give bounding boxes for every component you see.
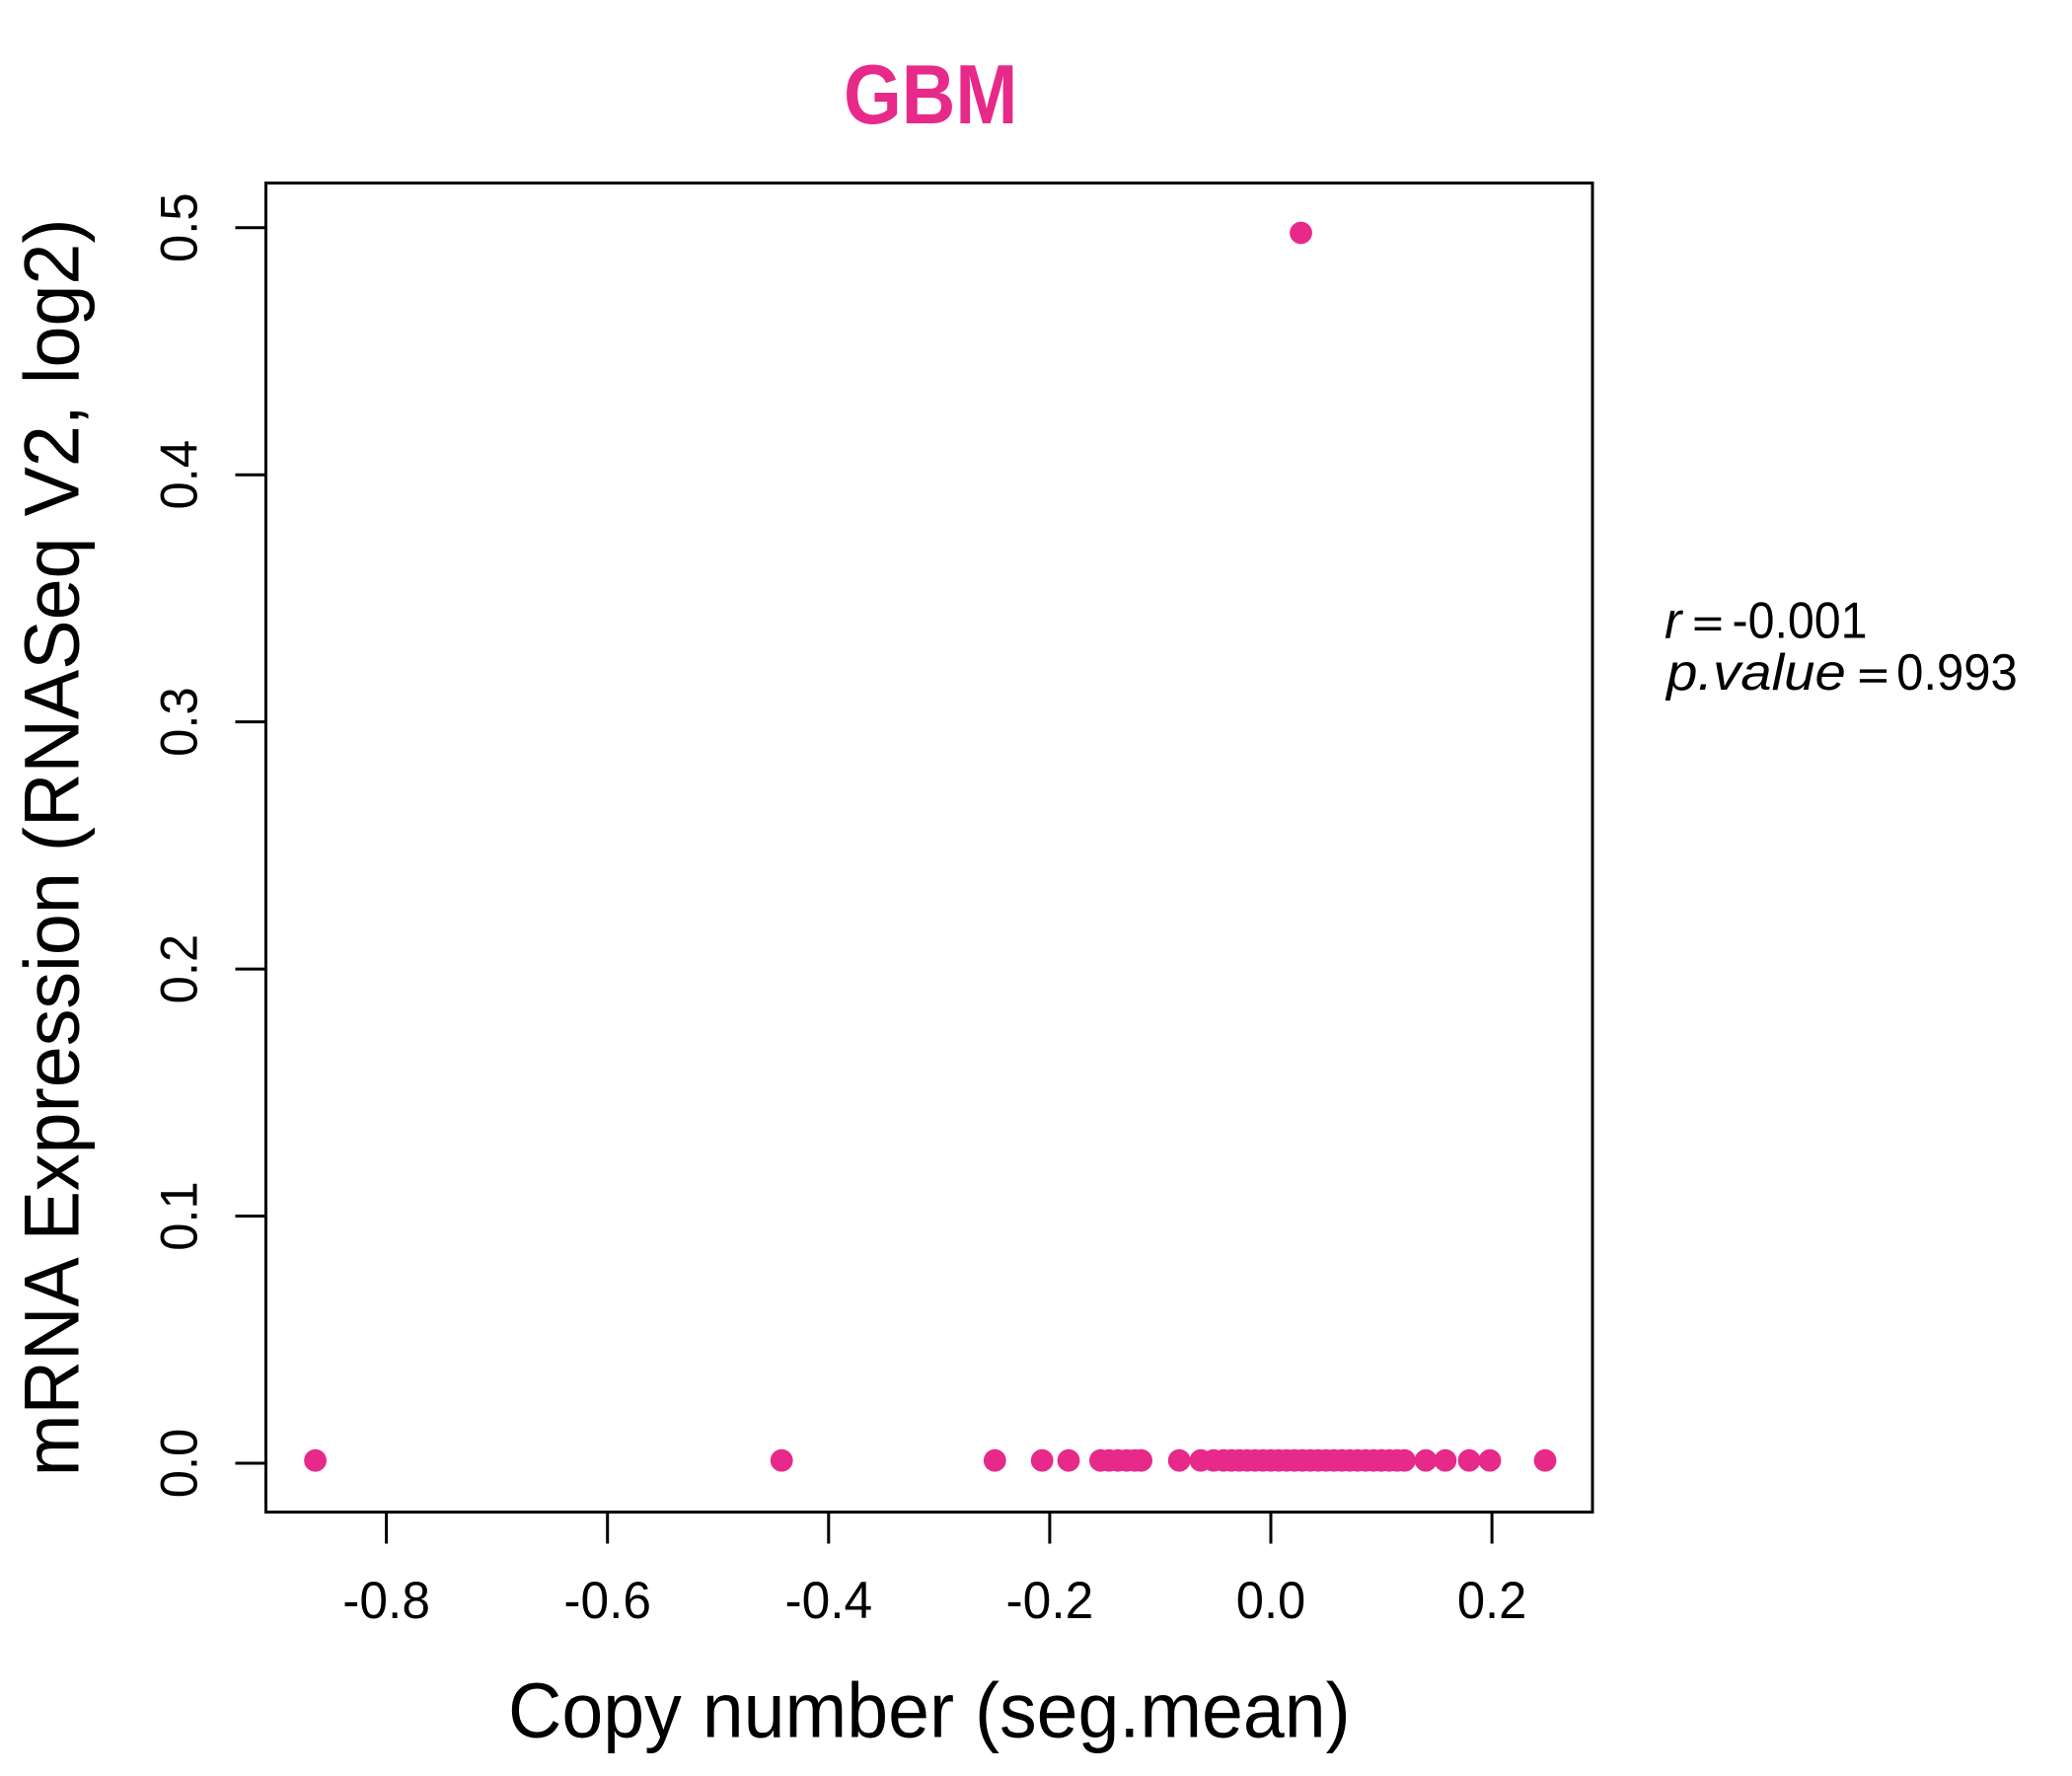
svg-text:0.0: 0.0	[151, 1429, 209, 1499]
svg-text:mRNA Expression (RNASeq V2, lo: mRNA Expression (RNASeq V2, log2)	[9, 219, 96, 1477]
svg-text:0.2: 0.2	[1457, 1572, 1527, 1630]
svg-text:GBM: GBM	[844, 48, 1018, 142]
svg-text:-0.2: -0.2	[1006, 1572, 1094, 1630]
svg-text:0.993: 0.993	[1896, 644, 2018, 702]
svg-text:r: r	[1665, 593, 1684, 650]
svg-text:0.4: 0.4	[151, 440, 209, 510]
svg-text:0.1: 0.1	[151, 1181, 209, 1251]
svg-text:p.value: p.value	[1665, 644, 1846, 702]
svg-text:0.0: 0.0	[1236, 1572, 1306, 1630]
svg-text:-0.8: -0.8	[342, 1572, 430, 1630]
svg-text:0.5: 0.5	[151, 192, 209, 262]
svg-text:Copy number (seg.mean): Copy number (seg.mean)	[508, 1667, 1351, 1754]
svg-text:-0.001: -0.001	[1733, 593, 1868, 650]
svg-text:0.3: 0.3	[151, 687, 209, 757]
svg-text:0.2: 0.2	[151, 934, 209, 1004]
svg-text:-0.6: -0.6	[563, 1572, 651, 1630]
svg-text:-0.4: -0.4	[784, 1572, 872, 1630]
